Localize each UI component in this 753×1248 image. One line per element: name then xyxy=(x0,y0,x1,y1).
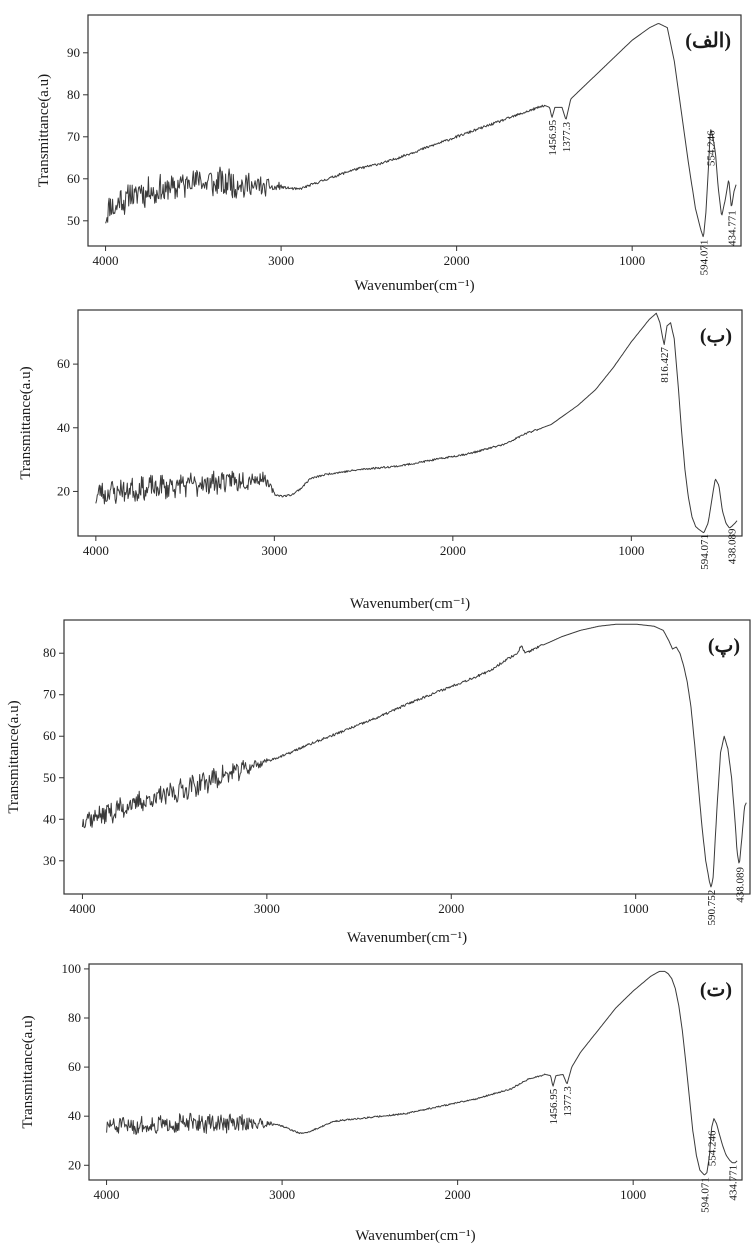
x-axis-title: Wavenumber(cm⁻¹) xyxy=(347,930,467,946)
y-axis-title: Transmittance(a.u) xyxy=(18,366,34,479)
plot-frame xyxy=(77,309,743,537)
y-tick-label: 80 xyxy=(67,87,80,102)
x-tick-label: 2000 xyxy=(445,1187,471,1202)
x-tick-label: 2000 xyxy=(440,543,466,558)
x-tick-label: 2000 xyxy=(444,253,470,268)
peak-label: 554.246 xyxy=(706,1130,718,1166)
plot-frame xyxy=(63,619,751,895)
x-tick-label: 2000 xyxy=(438,901,464,916)
x-tick-label: 4000 xyxy=(93,253,119,268)
peak-label: 1456.95 xyxy=(547,119,559,155)
spectrum-line xyxy=(81,623,747,888)
x-tick-label: 3000 xyxy=(254,901,280,916)
y-tick-label: 80 xyxy=(68,1010,81,1025)
chart-panel-1: 4000 3000 2000 1000 50 60 70 80 90 Wavenumber(cm⁻… xyxy=(36,14,742,294)
chart-panel-3: 4000 3000 2000 1000 30 40 50 60 70 80 Wavenumber(c… xyxy=(6,619,751,946)
peak-label: 438.089 xyxy=(734,866,746,902)
y-tick-label: 90 xyxy=(67,45,80,60)
panel-label: (ت) xyxy=(700,979,732,1001)
chart-panel-4: 4000 3000 2000 1000 20 40 60 80 100 Wavenumber(cm… xyxy=(20,961,743,1244)
y-tick-label: 60 xyxy=(68,1059,81,1074)
peak-label: 590.752 xyxy=(706,890,718,926)
x-tick-label: 3000 xyxy=(268,253,294,268)
spectrum-line xyxy=(105,23,737,238)
y-axis-title: Transmittance(a.u) xyxy=(36,74,52,187)
peak-label: 434.771 xyxy=(727,1165,739,1201)
peak-label: 594.071 xyxy=(699,1177,711,1213)
y-axis-title: Transmittance(a.u) xyxy=(6,700,22,813)
spectrum-line xyxy=(106,970,738,1176)
y-tick-label: 60 xyxy=(43,728,56,743)
y-tick-label: 70 xyxy=(67,129,80,144)
y-tick-label: 40 xyxy=(68,1108,81,1123)
y-tick-label: 40 xyxy=(43,811,56,826)
chart-panel-2: 4000 3000 2000 1000 20 40 60 Wavenumber(cm⁻¹) Tr… xyxy=(18,309,743,612)
y-tick-label: 20 xyxy=(57,483,70,498)
peak-label: 594.071 xyxy=(699,534,711,570)
y-tick-label: 80 xyxy=(43,645,56,660)
y-tick-label: 60 xyxy=(67,171,80,186)
plot-frame xyxy=(88,963,743,1181)
peak-label: 1456.95 xyxy=(548,1088,560,1124)
x-tick-label: 4000 xyxy=(69,901,95,916)
y-tick-label: 70 xyxy=(43,687,56,702)
peak-label: 594.071 xyxy=(698,240,710,276)
y-tick-label: 50 xyxy=(43,770,56,785)
x-tick-label: 4000 xyxy=(83,543,109,558)
y-tick-label: 30 xyxy=(43,853,56,868)
y-tick-label: 100 xyxy=(62,961,82,976)
y-tick-label: 50 xyxy=(67,213,80,228)
y-axis-title: Transmittance(a.u) xyxy=(20,1015,36,1128)
x-axis-title: Wavenumber(cm⁻¹) xyxy=(355,1228,475,1244)
x-tick-label: 4000 xyxy=(94,1187,120,1202)
x-tick-label: 3000 xyxy=(261,543,287,558)
x-tick-label: 1000 xyxy=(618,543,644,558)
plot-frame xyxy=(87,14,742,247)
y-tick-label: 40 xyxy=(57,420,70,435)
peak-label: 1377.3 xyxy=(561,122,573,153)
spectrum-line xyxy=(95,312,738,534)
peak-label: 434.771 xyxy=(726,210,738,246)
x-tick-label: 3000 xyxy=(269,1187,295,1202)
panel-label: (پ) xyxy=(708,635,740,657)
x-tick-label: 1000 xyxy=(623,901,649,916)
x-tick-label: 1000 xyxy=(619,253,645,268)
peak-label: 438.089 xyxy=(727,528,739,564)
panel-label: (الف) xyxy=(685,30,731,52)
x-axis-title: Wavenumber(cm⁻¹) xyxy=(354,278,474,294)
y-tick-label: 20 xyxy=(68,1157,81,1172)
peak-label: 1377.3 xyxy=(562,1086,574,1117)
y-tick-label: 60 xyxy=(57,356,70,371)
peak-label: 554.246 xyxy=(705,130,717,166)
panel-label: (ب) xyxy=(700,325,732,347)
x-tick-label: 1000 xyxy=(620,1187,646,1202)
x-axis-title: Wavenumber(cm⁻¹) xyxy=(350,596,470,612)
peak-label: 816.427 xyxy=(659,347,671,383)
